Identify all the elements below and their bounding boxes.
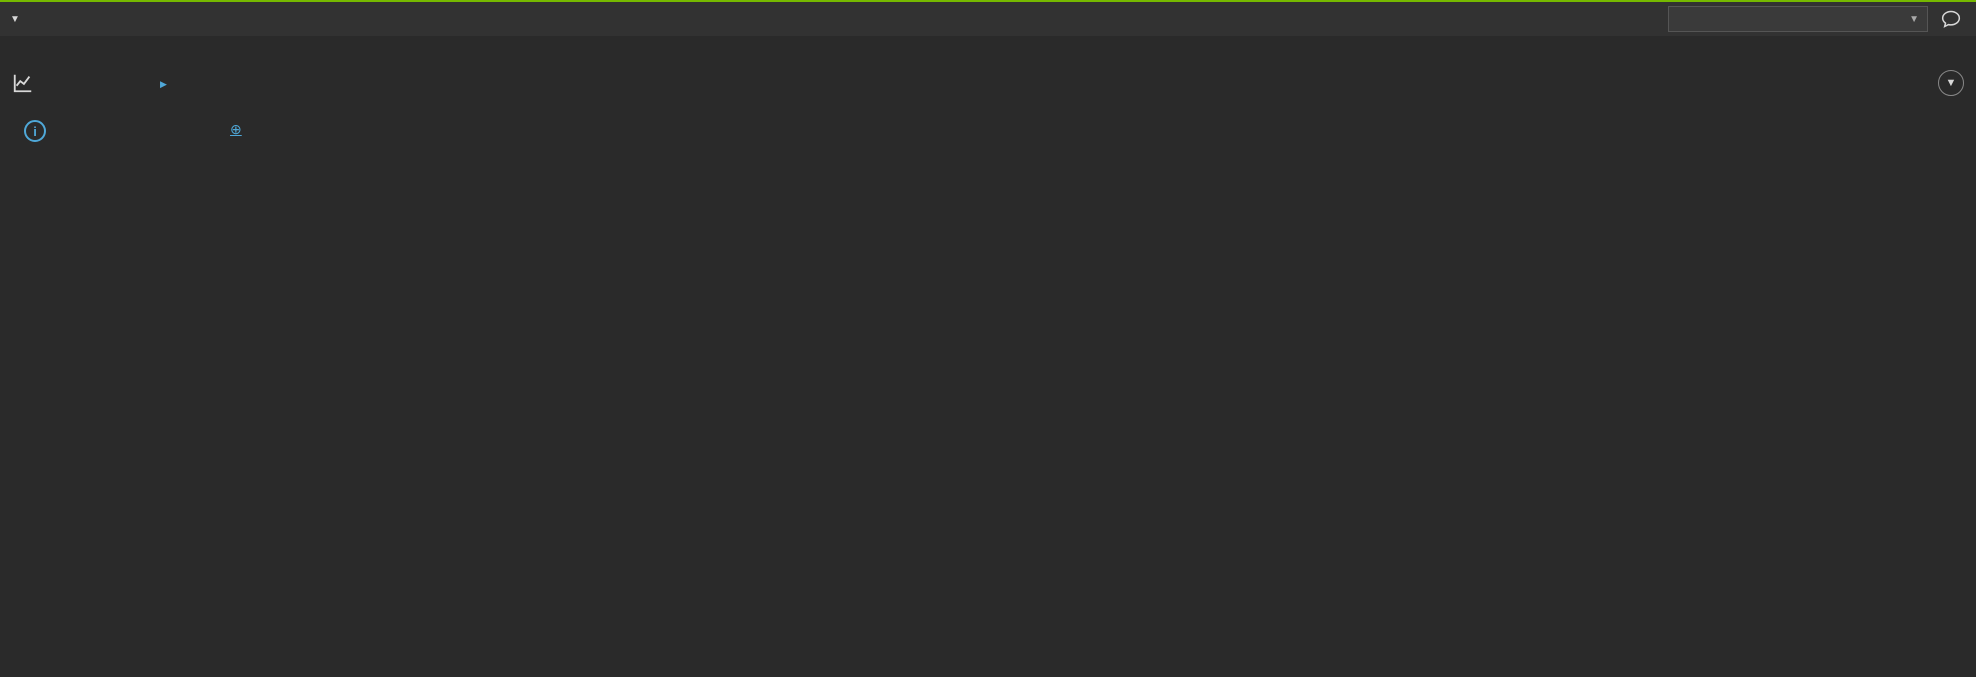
target-icon: ⊕ <box>230 121 242 137</box>
alert-text: ▶ <box>160 73 1920 93</box>
roofline-row: i ⊕ <box>0 112 1976 148</box>
roofline-title <box>68 120 208 122</box>
throughput-chart <box>0 148 1976 214</box>
alert-row: ▶ ▼ <box>0 54 1976 112</box>
chevron-down-circle-icon: ▼ <box>1946 77 1957 89</box>
expand-details-button[interactable]: ▼ <box>1938 70 1964 96</box>
section-description <box>0 36 1976 54</box>
comment-button[interactable] <box>1936 6 1966 32</box>
chart-title <box>10 148 1966 162</box>
speech-bubble-icon <box>1940 9 1962 29</box>
triangle-right-icon: ▶ <box>160 78 167 91</box>
collapse-toggle-icon[interactable]: ▼ <box>10 14 20 25</box>
launch-statistics-link[interactable]: ▶ <box>160 74 169 90</box>
info-icon: i <box>24 120 46 142</box>
kernel-profiling-guide-link[interactable]: ⊕ <box>230 121 242 137</box>
chart-line-icon <box>12 72 34 94</box>
chart-x-axis <box>160 162 1966 182</box>
chevron-down-icon: ▼ <box>1909 14 1919 25</box>
section-header: ▼ ▼ <box>0 2 1976 36</box>
view-dropdown[interactable]: ▼ <box>1668 6 1928 32</box>
roofline-text: ⊕ <box>230 120 1964 140</box>
